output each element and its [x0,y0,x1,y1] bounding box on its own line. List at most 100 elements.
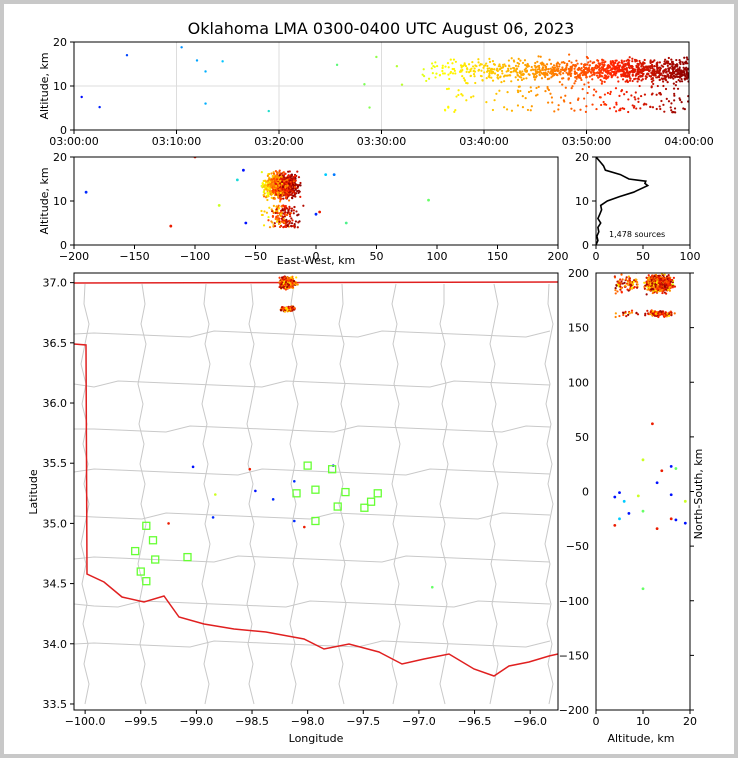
lightning-source-point [550,96,553,99]
lightning-source-point [645,276,648,279]
lightning-source-point [577,75,580,78]
lightning-source-point [636,313,640,316]
lightning-source-point [626,288,629,291]
lightning-source-point [602,100,605,104]
lightning-source-point [593,88,596,91]
lightning-source-point [570,61,573,64]
lightning-source-point [685,76,688,79]
lightning-source-point [627,511,631,515]
lightning-source-point [631,104,634,107]
lightning-source-point [335,63,339,67]
lightning-source-point [265,211,269,214]
lightning-source-point [622,311,625,315]
lightning-source-point [672,82,675,85]
lightning-source-point [363,83,366,86]
lightning-source-point [280,306,284,309]
lightning-source-point [616,280,619,283]
lightning-source-point [268,172,271,176]
lightning-source-point [682,62,685,66]
lightning-source-point [667,68,671,71]
lightning-source-point [666,81,669,84]
lightning-source-point [260,171,263,174]
lightning-source-point [650,63,654,67]
lightning-source-point [521,70,524,73]
lightning-source-point [661,291,664,295]
lightning-source-point [637,63,640,66]
lightning-source-point [500,81,503,84]
lightning-source-point [512,66,515,70]
east-west-tick-label: −100 [180,250,210,263]
lightning-source-point [270,208,273,211]
altitude-tick-label: 0 [593,715,600,728]
lightning-source-point [644,75,647,78]
lightning-source-point [621,278,624,281]
lightning-source-point [643,93,647,96]
lightning-source-point [375,55,378,59]
lightning-source-point [279,198,282,201]
lightning-source-point [275,183,278,186]
count-tick-label: 50 [636,250,650,263]
lightning-source-point [262,179,265,183]
lightning-source-point [617,281,621,284]
lightning-source-point [652,82,655,86]
lightning-source-point [641,75,644,78]
lightning-source-point [490,72,493,75]
lma-station-marker [151,555,160,564]
lightning-source-point [669,464,673,468]
lightning-source-point [612,64,615,68]
lightning-source-point [631,282,634,286]
lightning-source-point [678,75,681,78]
lightning-source-point [664,87,668,91]
lightning-source-point [651,310,655,313]
lightning-source-point [275,205,278,208]
lightning-source-point [609,90,612,93]
lightning-source-point [616,64,619,67]
lightning-source-point [635,286,639,289]
lightning-source-point [659,107,662,111]
lightning-source-point [443,72,446,75]
lightning-source-point [658,313,661,317]
lightning-source-point [279,182,282,185]
lightning-source-point [510,80,513,83]
lma-station-marker [183,552,192,562]
lightning-source-point [284,277,288,280]
lightning-source-point [469,68,472,71]
lightning-source-point [633,285,636,289]
lightning-source-point [619,278,622,281]
lightning-source-point [559,70,562,73]
lightning-source-point [580,69,583,72]
lightning-source-point [507,67,510,70]
lightning-source-point [284,223,287,226]
lightning-source-point [493,99,496,102]
longitude-tick-label: −99.5 [124,715,158,728]
lightning-source-point [645,283,648,286]
lightning-source-point [652,290,655,293]
lightning-source-point [280,180,284,184]
lightning-source-point [685,70,688,73]
lightning-source-point [570,72,573,75]
lightning-source-point [551,66,554,69]
time-tick-label: 03:00:00 [49,135,98,148]
lightning-source-point [291,183,295,186]
lightning-source-point [466,68,469,71]
lightning-source-point [676,68,679,71]
lightning-source-point [578,76,581,79]
lightning-source-point [613,106,616,109]
lightning-source-point [280,211,284,214]
lightning-source-point [278,171,281,175]
lightning-source-point [568,59,571,63]
lightning-source-point [570,107,573,110]
latitude-tick-label: 36.0 [43,397,68,410]
lightning-source-point [662,103,665,106]
lightning-source-point [673,94,676,97]
lightning-source-point [636,283,639,286]
lightning-source-point [471,61,474,64]
lightning-source-point [652,79,655,82]
lightning-source-point [676,87,680,90]
lightning-source-point [614,289,617,292]
east-west-tick-label: 150 [487,250,508,263]
lightning-source-point [586,91,589,95]
lightning-source-point [623,60,626,63]
lightning-source-point [634,77,637,80]
lma-station-marker [341,487,350,497]
